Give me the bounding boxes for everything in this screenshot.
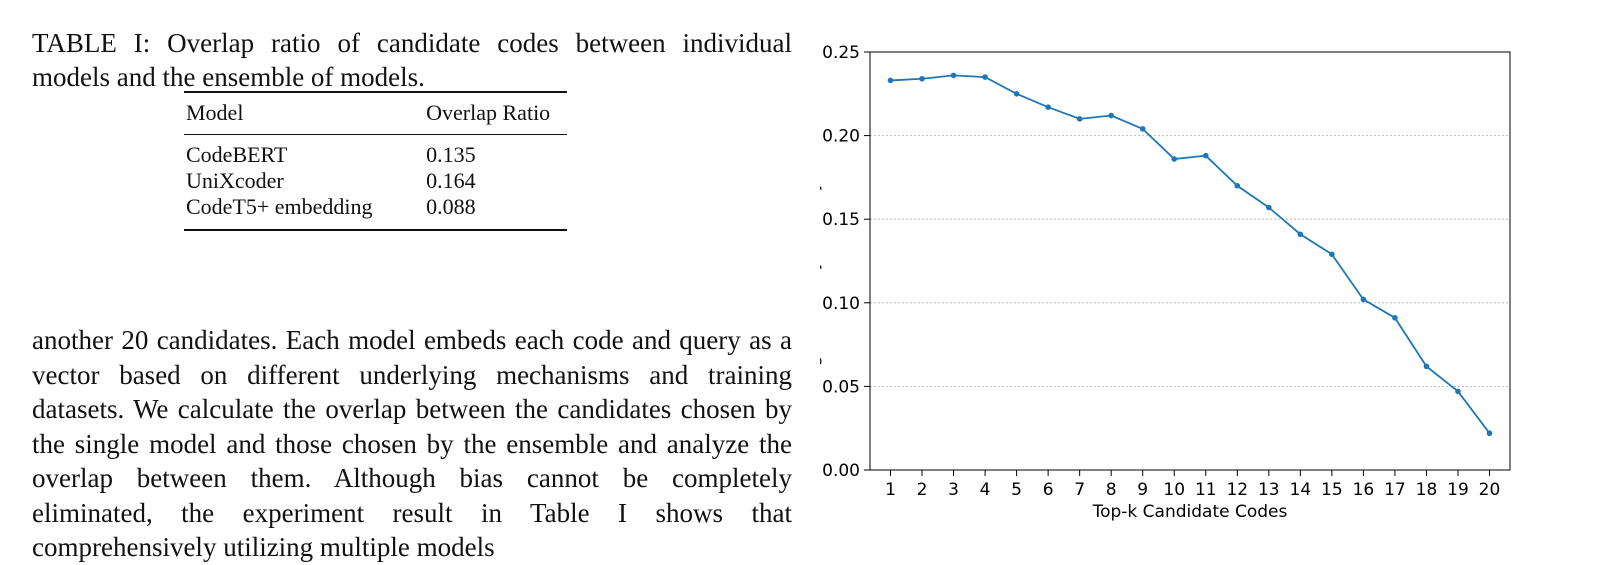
- y-tick-label: 0.10: [822, 294, 860, 314]
- data-point: [1013, 91, 1020, 97]
- data-point: [1171, 156, 1178, 162]
- x-axis-label: Top-k Candidate Codes: [1092, 502, 1288, 522]
- table-caption: TABLE I: Overlap ratio of candidate code…: [32, 28, 792, 92]
- header-model: Model: [186, 100, 244, 125]
- x-tick-label: 6: [1043, 480, 1054, 500]
- x-tick-label: 20: [1479, 480, 1501, 500]
- data-point: [1108, 112, 1114, 119]
- data-point: [1455, 388, 1461, 395]
- data-point: [919, 75, 925, 82]
- data-point: [1045, 104, 1051, 110]
- data-point: [887, 77, 894, 84]
- x-tick-label: 17: [1384, 480, 1406, 500]
- cell-ratio: 0.088: [426, 194, 476, 219]
- data-point: [982, 74, 988, 80]
- y-tick-label: 0.15: [822, 210, 860, 230]
- data-point: [1139, 126, 1146, 132]
- table-header-row: Model Overlap Ratio: [184, 92, 567, 135]
- y-tick-label: 0.20: [822, 127, 860, 147]
- cell-model: CodeT5+ embedding: [186, 194, 373, 219]
- data-point: [1329, 251, 1335, 258]
- table-row: UniXcoder 0.164: [184, 168, 567, 194]
- data-point: [1266, 204, 1272, 211]
- data-point: [950, 72, 957, 79]
- series-line: [890, 74, 1491, 434]
- x-tick-label: 16: [1353, 480, 1375, 500]
- body-paragraph: another 20 candidates. Each model embeds…: [32, 323, 792, 565]
- data-point: [1297, 231, 1304, 238]
- x-tick-label: 15: [1321, 480, 1343, 500]
- data-point: [1423, 363, 1430, 370]
- x-tick-label: 11: [1195, 480, 1217, 500]
- data-point: [1076, 116, 1083, 122]
- data-point: [1392, 315, 1398, 321]
- table-caption-block: TABLE I: Overlap ratio of candidate code…: [32, 26, 792, 94]
- table-row: CodeT5+ embedding 0.088: [184, 194, 567, 230]
- x-tick-label: 19: [1447, 480, 1469, 500]
- x-tick-label: 9: [1137, 480, 1148, 500]
- x-tick-label: 8: [1106, 480, 1117, 500]
- x-tick-label: 12: [1226, 480, 1248, 500]
- x-tick-label: 5: [1011, 480, 1022, 500]
- x-tick-label: 3: [948, 480, 959, 500]
- x-tick-label: 2: [917, 480, 928, 500]
- x-tick-label: 13: [1258, 480, 1280, 500]
- x-tick-label: 1: [885, 480, 896, 500]
- data-point: [1360, 296, 1367, 303]
- data-point: [1202, 152, 1209, 159]
- data-point: [1234, 182, 1241, 189]
- overlap-table: Model Overlap Ratio CodeBERT 0.135 UniXc…: [184, 91, 567, 231]
- paragraph-text: another 20 candidates. Each model embeds…: [32, 325, 792, 562]
- y-tick-label: 0.25: [822, 43, 860, 63]
- cell-ratio: 0.164: [426, 168, 476, 193]
- y-axis-label: Matching Probability of Query-code Pairs: [820, 88, 823, 433]
- cell-model: UniXcoder: [186, 168, 284, 193]
- x-tick-label: 14: [1290, 480, 1312, 500]
- cell-model: CodeBERT: [186, 142, 288, 167]
- x-tick-label: 7: [1074, 480, 1085, 500]
- table-row: CodeBERT 0.135: [184, 135, 567, 169]
- plot-frame: [869, 51, 1511, 471]
- table: Model Overlap Ratio CodeBERT 0.135 UniXc…: [184, 91, 567, 231]
- x-tick-label: 18: [1416, 480, 1438, 500]
- data-point: [1486, 430, 1493, 437]
- header-overlap-ratio: Overlap Ratio: [426, 100, 551, 125]
- x-tick-label: 4: [980, 480, 991, 500]
- line-chart: 0.000.050.100.150.200.251 2 3 4 5 6 7 8 9 10 11 12 1…: [820, 43, 1511, 522]
- x-tick-label: 10: [1163, 480, 1185, 500]
- y-tick-label: 0.05: [822, 377, 860, 397]
- y-tick-label: 0.00: [822, 461, 860, 481]
- cell-ratio: 0.135: [426, 142, 476, 167]
